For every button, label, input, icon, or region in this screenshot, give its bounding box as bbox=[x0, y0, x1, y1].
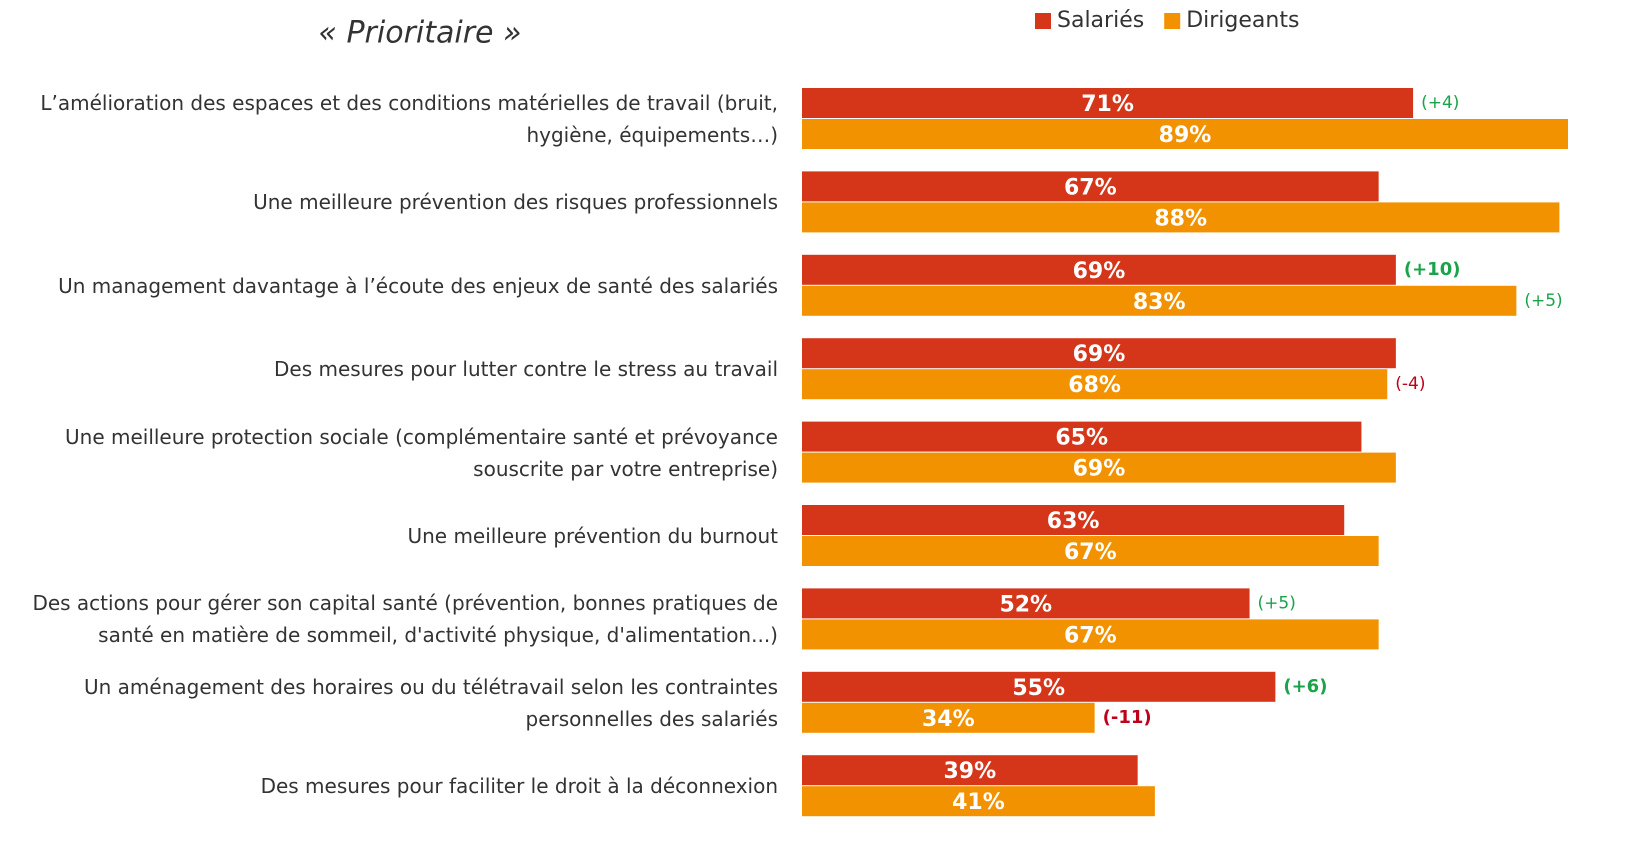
value-label: 34% bbox=[922, 707, 975, 732]
bar bbox=[802, 786, 1155, 817]
bar bbox=[802, 285, 1517, 316]
category-label: Une meilleure protection sociale (complé… bbox=[65, 424, 778, 481]
delta-label: (+5) bbox=[1258, 593, 1296, 613]
bar bbox=[802, 755, 1138, 786]
delta-label: (+10) bbox=[1404, 259, 1461, 280]
category-label: Des mesures pour lutter contre le stress… bbox=[274, 357, 778, 382]
bar bbox=[802, 338, 1396, 369]
value-label: 52% bbox=[999, 592, 1052, 617]
legend-label: Salariés bbox=[1057, 8, 1144, 33]
value-label: 88% bbox=[1154, 206, 1207, 231]
bar bbox=[802, 88, 1414, 118]
delta-label: (+4) bbox=[1421, 93, 1459, 113]
value-label: 39% bbox=[943, 759, 996, 784]
legend-swatch bbox=[1035, 13, 1051, 29]
value-label: 65% bbox=[1055, 426, 1108, 451]
delta-label: (-4) bbox=[1395, 374, 1425, 394]
bar bbox=[802, 421, 1362, 452]
category-label: Un management davantage à l’écoute des e… bbox=[58, 273, 778, 298]
bar bbox=[802, 254, 1396, 285]
value-label: 69% bbox=[1073, 457, 1126, 482]
bar bbox=[802, 619, 1379, 650]
value-label: 67% bbox=[1064, 623, 1117, 648]
value-label: 69% bbox=[1073, 259, 1126, 284]
chart-title: « Prioritaire » bbox=[318, 16, 521, 51]
bar bbox=[802, 536, 1379, 566]
category-label: Des actions pour gérer son capital santé… bbox=[32, 591, 778, 648]
value-label: 83% bbox=[1133, 290, 1186, 315]
category-label: Une meilleure prévention du burnout bbox=[407, 524, 778, 548]
category-label: L’amélioration des espaces et des condit… bbox=[40, 91, 778, 147]
bar bbox=[802, 702, 1095, 733]
delta-label: (+5) bbox=[1524, 291, 1562, 311]
bar bbox=[802, 505, 1345, 535]
bar bbox=[802, 202, 1560, 233]
value-label: 71% bbox=[1081, 92, 1134, 117]
legend-swatch bbox=[1164, 13, 1181, 29]
value-label: 63% bbox=[1047, 509, 1100, 534]
delta-label: (+6) bbox=[1283, 676, 1327, 697]
bar bbox=[802, 671, 1276, 702]
value-label: 55% bbox=[1012, 676, 1065, 701]
bar bbox=[802, 171, 1379, 202]
bar bbox=[802, 588, 1250, 619]
value-label: 67% bbox=[1064, 175, 1117, 200]
bar bbox=[802, 119, 1568, 149]
delta-label: (-11) bbox=[1103, 707, 1152, 728]
category-label: Un aménagement des horaires ou du télétr… bbox=[83, 674, 778, 731]
value-label: 67% bbox=[1064, 540, 1117, 565]
value-label: 89% bbox=[1159, 123, 1212, 148]
value-label: 69% bbox=[1073, 342, 1126, 367]
bar bbox=[802, 369, 1388, 400]
value-label: 68% bbox=[1068, 373, 1121, 398]
value-label: 41% bbox=[952, 790, 1005, 815]
category-label: Des mesures pour faciliter le droit à la… bbox=[260, 774, 778, 799]
bar bbox=[802, 452, 1396, 483]
legend-label: Dirigeants bbox=[1186, 8, 1299, 33]
category-label: Une meilleure prévention des risques pro… bbox=[253, 190, 778, 215]
